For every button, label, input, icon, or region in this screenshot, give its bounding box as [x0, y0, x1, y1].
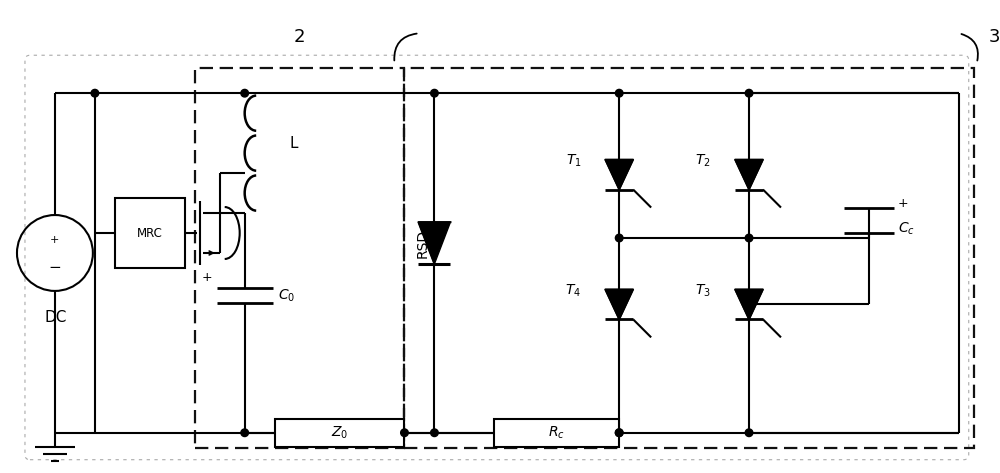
Circle shape	[431, 89, 438, 97]
Circle shape	[241, 89, 248, 97]
Text: 3: 3	[989, 28, 1000, 46]
Text: DC: DC	[45, 310, 67, 325]
Polygon shape	[735, 159, 763, 190]
Text: 2: 2	[294, 28, 305, 46]
Circle shape	[745, 89, 753, 97]
Text: $T_2$: $T_2$	[695, 153, 711, 169]
Bar	[115, 198, 185, 268]
Polygon shape	[418, 222, 450, 264]
Text: $T_1$: $T_1$	[566, 153, 581, 169]
Text: +: +	[898, 197, 908, 210]
Polygon shape	[605, 289, 633, 319]
Text: $T_3$: $T_3$	[695, 283, 711, 299]
Circle shape	[401, 429, 408, 437]
Text: $C_0$: $C_0$	[278, 287, 295, 304]
Circle shape	[91, 89, 99, 97]
Polygon shape	[605, 159, 633, 190]
Bar	[195, 68, 404, 448]
Bar	[275, 419, 404, 447]
Circle shape	[615, 89, 623, 97]
Text: $Z_0$: $Z_0$	[331, 425, 348, 441]
Circle shape	[615, 429, 623, 437]
Text: RSD: RSD	[415, 228, 429, 258]
Circle shape	[745, 429, 753, 437]
Circle shape	[241, 429, 248, 437]
Text: $R_c$: $R_c$	[548, 425, 565, 441]
Text: +: +	[50, 235, 60, 245]
Text: L: L	[290, 136, 298, 150]
Text: −: −	[49, 261, 61, 275]
Text: $T_4$: $T_4$	[565, 283, 581, 299]
Bar	[494, 419, 619, 447]
Text: +: +	[202, 271, 213, 284]
Bar	[404, 68, 974, 448]
Circle shape	[615, 234, 623, 242]
Circle shape	[615, 429, 623, 437]
Text: MRC: MRC	[137, 227, 163, 239]
Text: $C_c$: $C_c$	[898, 220, 915, 236]
Circle shape	[431, 429, 438, 437]
Polygon shape	[735, 289, 763, 319]
Circle shape	[745, 234, 753, 242]
Circle shape	[745, 301, 753, 308]
